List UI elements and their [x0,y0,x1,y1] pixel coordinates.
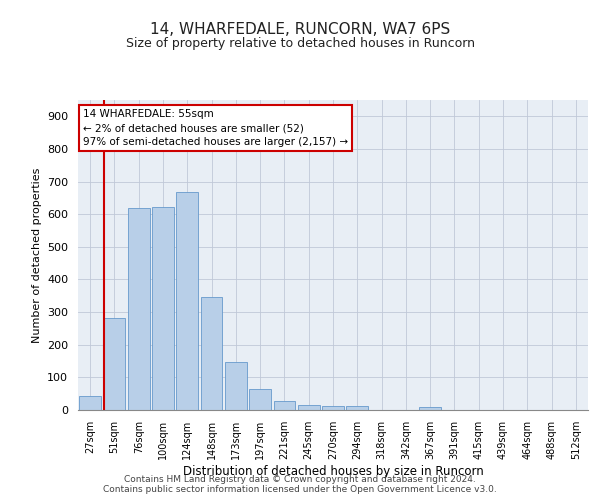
Bar [128,208,149,410]
Bar [176,192,198,410]
Text: Contains public sector information licensed under the Open Government Licence v3: Contains public sector information licen… [103,486,497,494]
Text: Size of property relative to detached houses in Runcorn: Size of property relative to detached ho… [125,38,475,51]
Text: Contains HM Land Registry data © Crown copyright and database right 2024.: Contains HM Land Registry data © Crown c… [124,476,476,484]
Bar [298,406,320,410]
Text: 14, WHARFEDALE, RUNCORN, WA7 6PS: 14, WHARFEDALE, RUNCORN, WA7 6PS [150,22,450,38]
X-axis label: Distribution of detached houses by size in Runcorn: Distribution of detached houses by size … [182,464,484,477]
Bar [200,298,223,410]
Bar [346,406,368,410]
Bar [79,396,101,410]
Text: 14 WHARFEDALE: 55sqm
← 2% of detached houses are smaller (52)
97% of semi-detach: 14 WHARFEDALE: 55sqm ← 2% of detached ho… [83,110,348,148]
Bar [419,408,441,410]
Bar [225,362,247,410]
Bar [152,207,174,410]
Y-axis label: Number of detached properties: Number of detached properties [32,168,41,342]
Bar [274,401,295,410]
Bar [249,389,271,410]
Bar [104,318,125,410]
Bar [322,406,344,410]
